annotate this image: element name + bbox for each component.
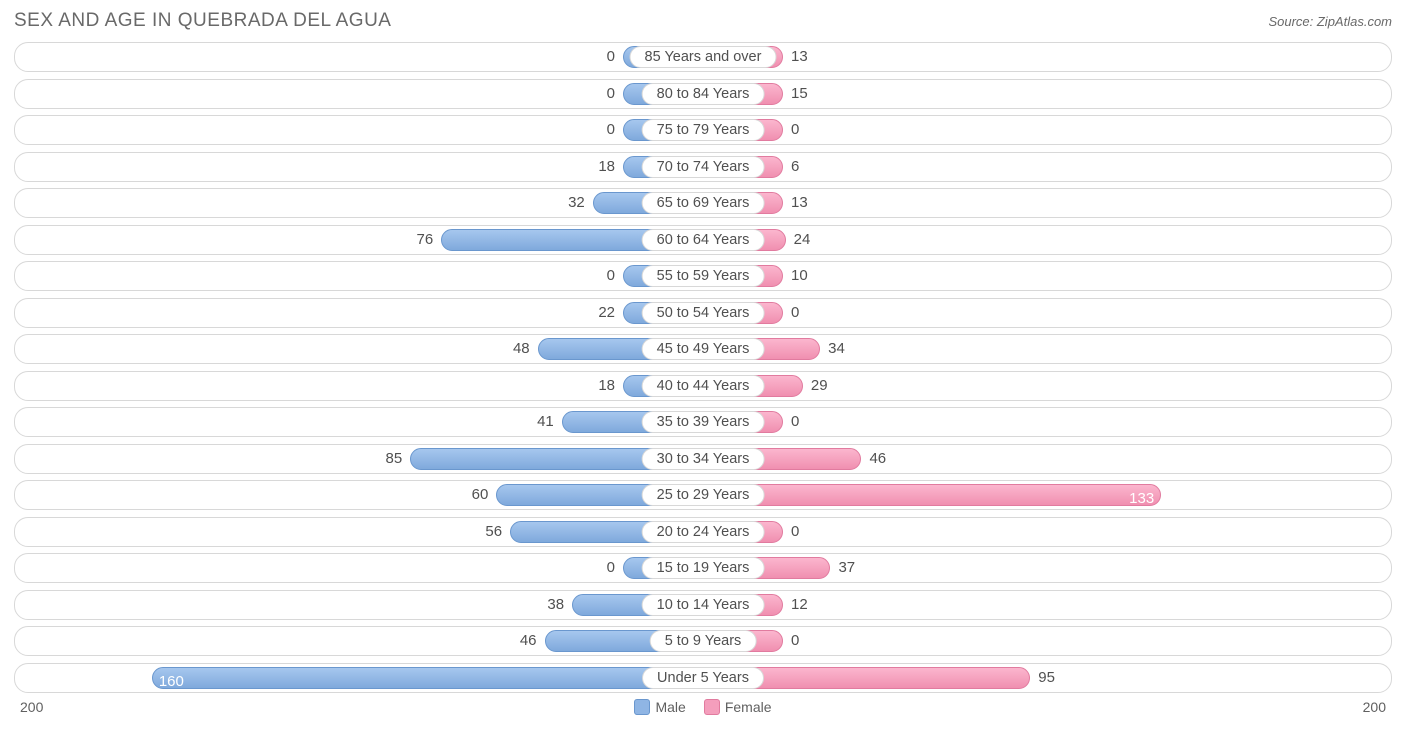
chart-title: SEX AND AGE IN QUEBRADA DEL AGUA: [14, 10, 391, 32]
legend-female: Female: [704, 699, 772, 715]
age-category-label: 15 to 19 Years: [642, 557, 765, 579]
female-value: 0: [783, 121, 799, 138]
axis-left-max: 200: [20, 699, 43, 715]
female-value: 13: [783, 48, 808, 65]
chart-row: 0 37 15 to 19 Years: [14, 553, 1392, 583]
female-value: 133: [1129, 490, 1154, 507]
female-value: 95: [1030, 669, 1055, 686]
age-category-label: 75 to 79 Years: [642, 119, 765, 141]
chart-row: 60 133 25 to 29 Years: [14, 480, 1392, 510]
chart-row: 85 46 30 to 34 Years: [14, 444, 1392, 474]
male-value: 46: [520, 632, 545, 649]
female-value: 12: [783, 596, 808, 613]
female-bar: 133: [703, 484, 1161, 506]
chart-row: 56 0 20 to 24 Years: [14, 517, 1392, 547]
chart-row: 0 10 55 to 59 Years: [14, 261, 1392, 291]
male-value: 18: [598, 158, 623, 175]
age-category-label: 80 to 84 Years: [642, 83, 765, 105]
age-category-label: Under 5 Years: [642, 667, 764, 689]
chart-row: 160 95 Under 5 Years: [14, 663, 1392, 693]
age-category-label: 65 to 69 Years: [642, 192, 765, 214]
female-value: 46: [861, 450, 886, 467]
age-category-label: 30 to 34 Years: [642, 448, 765, 470]
male-value: 22: [598, 304, 623, 321]
age-category-label: 55 to 59 Years: [642, 265, 765, 287]
female-swatch-icon: [704, 699, 720, 715]
male-value: 18: [598, 377, 623, 394]
chart-row: 0 0 75 to 79 Years: [14, 115, 1392, 145]
male-value: 38: [547, 596, 572, 613]
chart-row: 48 34 45 to 49 Years: [14, 334, 1392, 364]
chart-row: 0 13 85 Years and over: [14, 42, 1392, 72]
chart-row: 18 29 40 to 44 Years: [14, 371, 1392, 401]
age-category-label: 25 to 29 Years: [642, 484, 765, 506]
male-bar: 160: [152, 667, 703, 689]
chart-row: 22 0 50 to 54 Years: [14, 298, 1392, 328]
male-value: 56: [485, 523, 510, 540]
male-value: 48: [513, 340, 538, 357]
chart-axis: 200 Male Female 200: [14, 699, 1392, 715]
male-value: 60: [472, 486, 497, 503]
female-value: 0: [783, 523, 799, 540]
male-value: 0: [607, 267, 623, 284]
age-category-label: 40 to 44 Years: [642, 375, 765, 397]
chart-row: 32 13 65 to 69 Years: [14, 188, 1392, 218]
female-value: 37: [830, 559, 855, 576]
axis-right-max: 200: [1363, 699, 1386, 715]
age-category-label: 60 to 64 Years: [642, 229, 765, 251]
chart-row: 18 6 70 to 74 Years: [14, 152, 1392, 182]
female-value: 0: [783, 632, 799, 649]
male-value: 32: [568, 194, 593, 211]
male-value: 41: [537, 413, 562, 430]
chart-row: 38 12 10 to 14 Years: [14, 590, 1392, 620]
male-swatch-icon: [634, 699, 650, 715]
female-value: 13: [783, 194, 808, 211]
chart-row: 46 0 5 to 9 Years: [14, 626, 1392, 656]
chart-header: SEX AND AGE IN QUEBRADA DEL AGUA Source:…: [14, 10, 1392, 32]
male-value: 0: [607, 48, 623, 65]
female-value: 29: [803, 377, 828, 394]
age-category-label: 35 to 39 Years: [642, 411, 765, 433]
age-category-label: 20 to 24 Years: [642, 521, 765, 543]
age-category-label: 85 Years and over: [630, 46, 777, 68]
female-value: 34: [820, 340, 845, 357]
male-value: 76: [417, 231, 442, 248]
female-value: 6: [783, 158, 799, 175]
legend-male-label: Male: [655, 699, 685, 715]
age-category-label: 50 to 54 Years: [642, 302, 765, 324]
female-value: 10: [783, 267, 808, 284]
male-value: 160: [159, 673, 184, 690]
male-value: 0: [607, 121, 623, 138]
male-value: 0: [607, 85, 623, 102]
female-value: 0: [783, 304, 799, 321]
male-value: 0: [607, 559, 623, 576]
age-category-label: 5 to 9 Years: [650, 630, 757, 652]
age-category-label: 10 to 14 Years: [642, 594, 765, 616]
population-pyramid-chart: 0 13 85 Years and over 0 15 80 to 84 Years 0 0 7…: [14, 42, 1392, 693]
legend-female-label: Female: [725, 699, 772, 715]
chart-row: 0 15 80 to 84 Years: [14, 79, 1392, 109]
female-value: 15: [783, 85, 808, 102]
chart-legend: Male Female: [634, 699, 771, 715]
chart-row: 41 0 35 to 39 Years: [14, 407, 1392, 437]
chart-source: Source: ZipAtlas.com: [1268, 14, 1392, 29]
age-category-label: 70 to 74 Years: [642, 156, 765, 178]
legend-male: Male: [634, 699, 685, 715]
chart-row: 76 24 60 to 64 Years: [14, 225, 1392, 255]
female-value: 24: [786, 231, 811, 248]
male-value: 85: [386, 450, 411, 467]
female-value: 0: [783, 413, 799, 430]
age-category-label: 45 to 49 Years: [642, 338, 765, 360]
